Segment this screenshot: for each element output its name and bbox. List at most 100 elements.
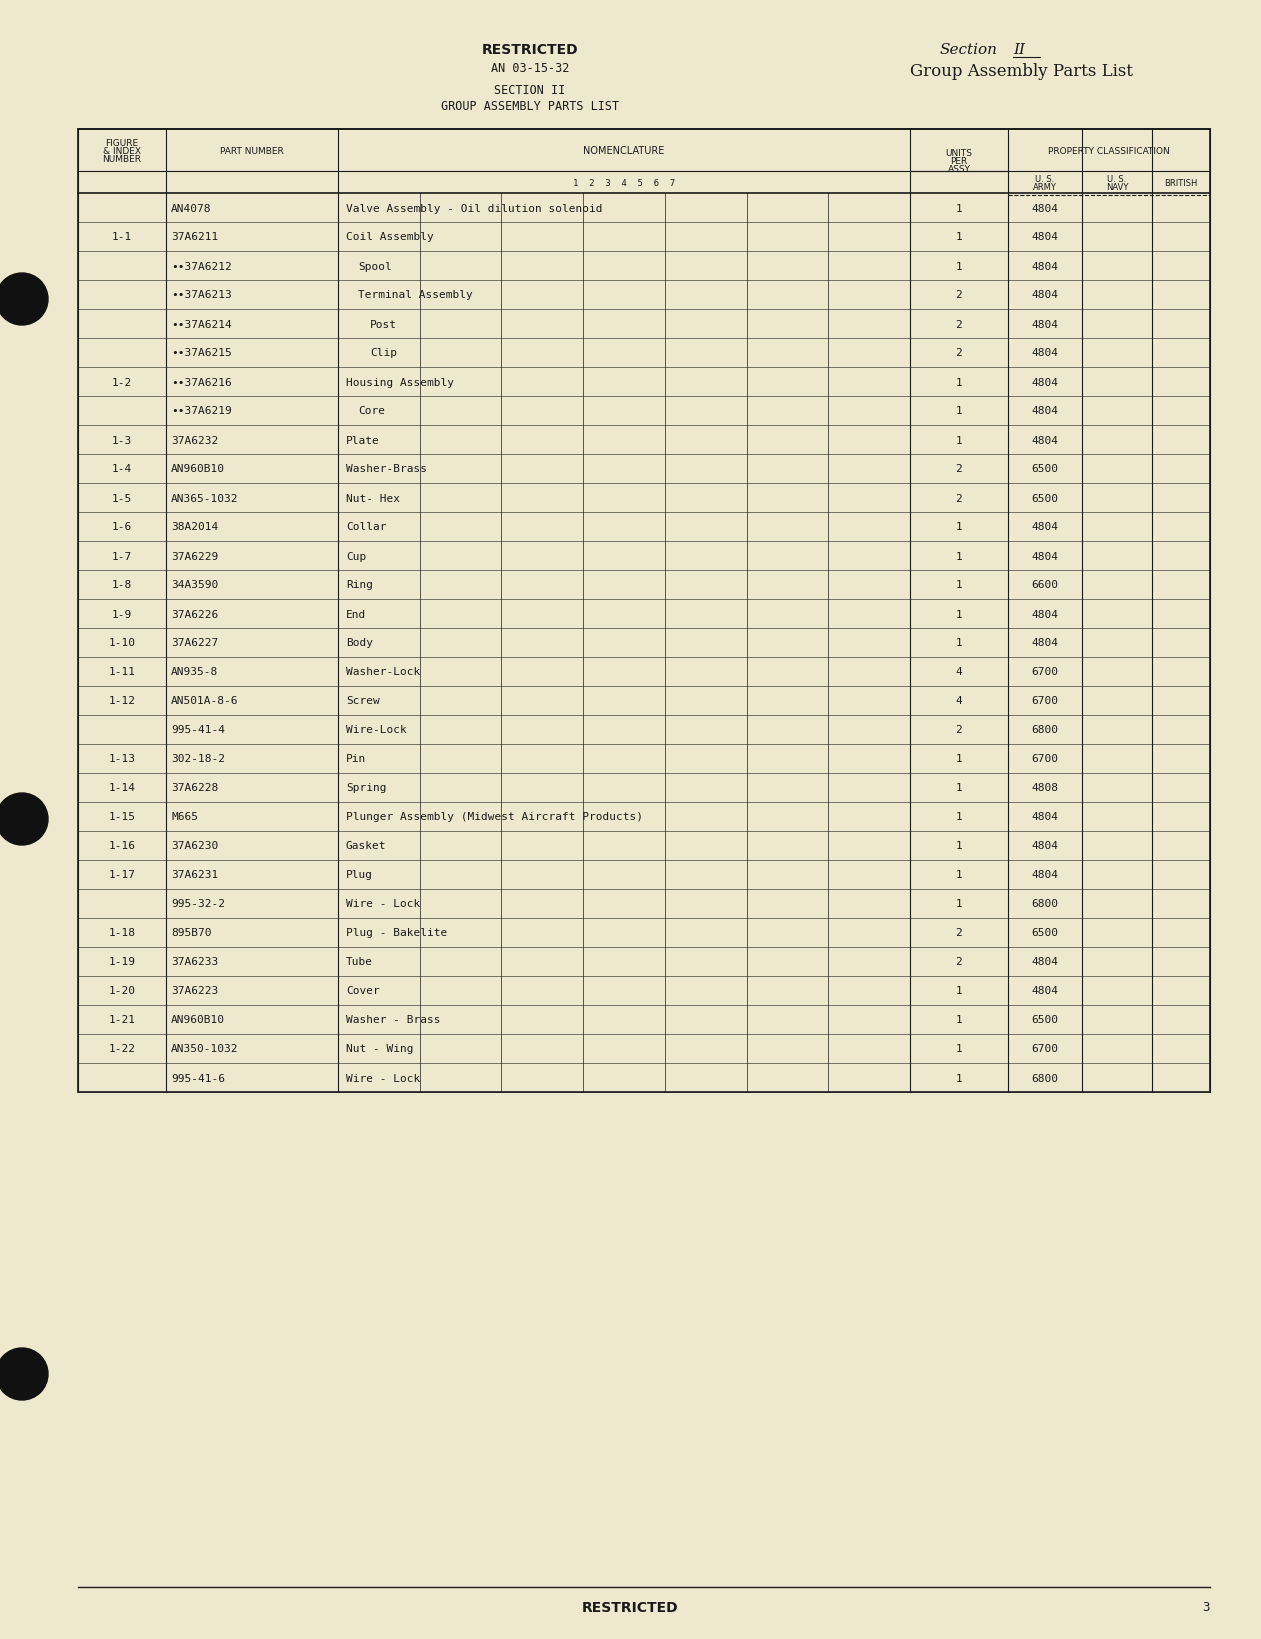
Text: 1: 1: [956, 406, 962, 416]
Text: BRITISH: BRITISH: [1164, 179, 1198, 187]
Text: PER: PER: [951, 157, 967, 167]
Text: Pin: Pin: [346, 754, 366, 764]
Text: Ring: Ring: [346, 580, 373, 590]
Text: Post: Post: [369, 320, 397, 329]
Text: 37A6228: 37A6228: [171, 783, 218, 793]
Text: AN350-1032: AN350-1032: [171, 1044, 238, 1054]
Text: 2: 2: [956, 320, 962, 329]
Text: 4804: 4804: [1031, 203, 1058, 213]
Text: AN4078: AN4078: [171, 203, 212, 213]
Text: 1-10: 1-10: [108, 638, 135, 647]
Text: Wire - Lock: Wire - Lock: [346, 898, 420, 910]
Text: 1: 1: [956, 841, 962, 851]
Text: 4804: 4804: [1031, 436, 1058, 446]
Text: 6600: 6600: [1031, 580, 1058, 590]
Text: Plug: Plug: [346, 870, 373, 880]
Text: 37A6232: 37A6232: [171, 436, 218, 446]
Text: 4804: 4804: [1031, 290, 1058, 300]
Text: Gasket: Gasket: [346, 841, 387, 851]
Text: ARMY: ARMY: [1033, 182, 1057, 192]
Circle shape: [0, 274, 48, 326]
Text: 1-20: 1-20: [108, 987, 135, 997]
Text: 38A2014: 38A2014: [171, 523, 218, 533]
Text: 4804: 4804: [1031, 811, 1058, 823]
Text: 4804: 4804: [1031, 349, 1058, 359]
Text: M665: M665: [171, 811, 198, 823]
Text: 6500: 6500: [1031, 1015, 1058, 1024]
Text: ••37A6214: ••37A6214: [171, 320, 232, 329]
Text: FIGURE: FIGURE: [106, 138, 139, 148]
Text: 2: 2: [956, 493, 962, 503]
Text: U. S.: U. S.: [1107, 174, 1126, 184]
Text: 995-41-6: 995-41-6: [171, 1074, 224, 1083]
Text: 1: 1: [956, 811, 962, 823]
Text: 4804: 4804: [1031, 551, 1058, 561]
Text: Washer-Lock: Washer-Lock: [346, 667, 420, 677]
Text: 895B70: 895B70: [171, 928, 212, 938]
Text: 1  2  3  4  5  6  7: 1 2 3 4 5 6 7: [572, 179, 675, 187]
Text: Washer-Brass: Washer-Brass: [346, 464, 427, 474]
Text: ••37A6213: ••37A6213: [171, 290, 232, 300]
Text: GROUP ASSEMBLY PARTS LIST: GROUP ASSEMBLY PARTS LIST: [441, 100, 619, 113]
Text: 1-16: 1-16: [108, 841, 135, 851]
Text: 4804: 4804: [1031, 987, 1058, 997]
Text: AN365-1032: AN365-1032: [171, 493, 238, 503]
Text: 4804: 4804: [1031, 406, 1058, 416]
Text: 1: 1: [956, 261, 962, 272]
Text: 4: 4: [956, 697, 962, 706]
Text: 4804: 4804: [1031, 523, 1058, 533]
Text: AN501A-8-6: AN501A-8-6: [171, 697, 238, 706]
Text: PROPERTY CLASSIFICATION: PROPERTY CLASSIFICATION: [1048, 146, 1170, 156]
Text: 1: 1: [956, 870, 962, 880]
Circle shape: [0, 1349, 48, 1400]
Circle shape: [0, 793, 48, 846]
Text: 37A6233: 37A6233: [171, 957, 218, 967]
Text: Cover: Cover: [346, 987, 380, 997]
Text: Spool: Spool: [358, 261, 392, 272]
Text: ••37A6219: ••37A6219: [171, 406, 232, 416]
Text: 2: 2: [956, 928, 962, 938]
Text: 34A3590: 34A3590: [171, 580, 218, 590]
Text: 1: 1: [956, 987, 962, 997]
Text: Tube: Tube: [346, 957, 373, 967]
Text: Group Assembly Parts List: Group Assembly Parts List: [910, 64, 1132, 80]
Text: 6800: 6800: [1031, 1074, 1058, 1083]
Text: 1-7: 1-7: [112, 551, 132, 561]
Text: Clip: Clip: [369, 349, 397, 359]
Text: 1: 1: [956, 523, 962, 533]
Text: Cup: Cup: [346, 551, 366, 561]
Text: 1-1: 1-1: [112, 233, 132, 243]
Text: 1: 1: [956, 1074, 962, 1083]
Text: NAVY: NAVY: [1106, 182, 1129, 192]
Text: Screw: Screw: [346, 697, 380, 706]
Text: 1-13: 1-13: [108, 754, 135, 764]
Text: 4804: 4804: [1031, 320, 1058, 329]
Text: 6700: 6700: [1031, 1044, 1058, 1054]
Text: 6800: 6800: [1031, 724, 1058, 734]
Text: 4804: 4804: [1031, 610, 1058, 620]
Text: 302-18-2: 302-18-2: [171, 754, 224, 764]
Text: 1: 1: [956, 783, 962, 793]
Text: RESTRICTED: RESTRICTED: [482, 43, 579, 57]
Text: Collar: Collar: [346, 523, 387, 533]
Text: Wire - Lock: Wire - Lock: [346, 1074, 420, 1083]
Text: Plug - Bakelite: Plug - Bakelite: [346, 928, 448, 938]
Text: Coil Assembly: Coil Assembly: [346, 233, 434, 243]
Text: Terminal Assembly: Terminal Assembly: [358, 290, 473, 300]
Text: 4804: 4804: [1031, 870, 1058, 880]
Text: Nut- Hex: Nut- Hex: [346, 493, 400, 503]
Text: 37A6231: 37A6231: [171, 870, 218, 880]
Text: 4804: 4804: [1031, 638, 1058, 647]
Text: 37A6211: 37A6211: [171, 233, 218, 243]
Text: 1: 1: [956, 1015, 962, 1024]
Text: Wire-Lock: Wire-Lock: [346, 724, 407, 734]
Text: 37A6227: 37A6227: [171, 638, 218, 647]
Text: 1: 1: [956, 436, 962, 446]
Text: ••37A6216: ••37A6216: [171, 377, 232, 387]
Text: 1: 1: [956, 580, 962, 590]
Text: 1-6: 1-6: [112, 523, 132, 533]
Text: Body: Body: [346, 638, 373, 647]
Text: Valve Assembly - Oil dilution solenoid: Valve Assembly - Oil dilution solenoid: [346, 203, 603, 213]
Text: 995-32-2: 995-32-2: [171, 898, 224, 910]
Text: Plate: Plate: [346, 436, 380, 446]
